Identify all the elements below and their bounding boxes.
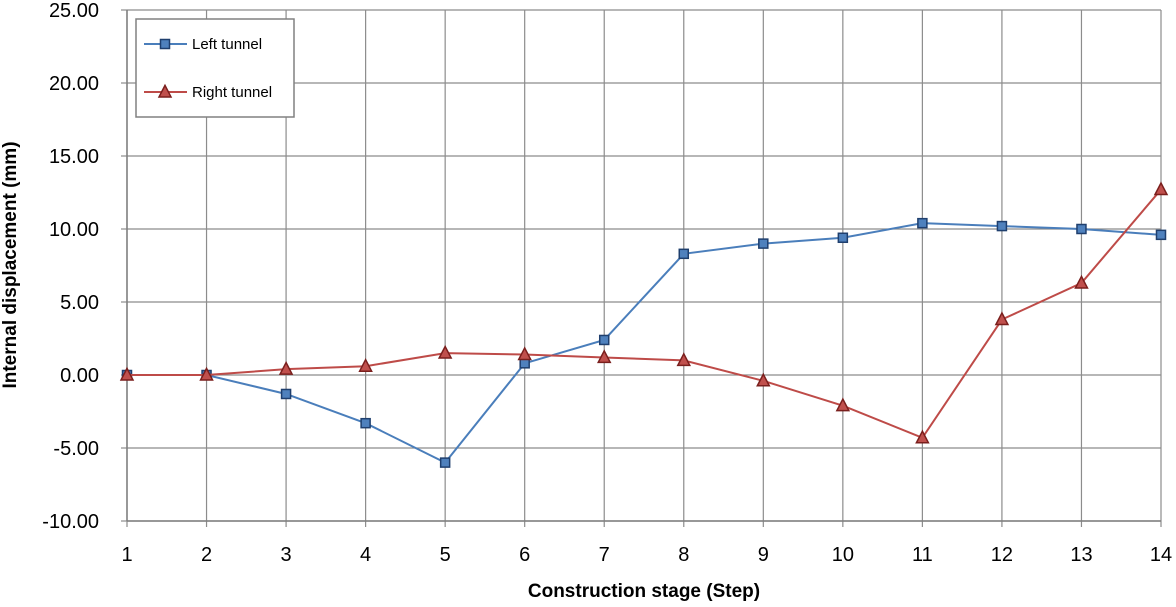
right-tunnel-point [1153,181,1169,196]
right-tunnel-point [199,366,214,381]
right-tunnel-point [835,397,851,412]
x-tick-label: 3 [281,544,292,566]
x-tick-label: 12 [991,544,1013,566]
legend-right-tunnel-marker [157,83,173,98]
x-tick-label: 8 [678,544,689,566]
y-tick-label: 0.00 [60,365,99,387]
right-tunnel-point [1074,274,1089,289]
x-tick-label: 10 [832,544,854,566]
x-tick-label: 9 [758,544,769,566]
legend-box [135,18,295,118]
y-tick-label: 25.00 [49,0,99,22]
x-tick-label: 11 [912,544,933,566]
x-axis-title: Construction stage (Step) [528,581,760,602]
legend-entries: Left tunnel Right tunnel [144,36,272,101]
left-tunnel-point [439,457,451,468]
left-tunnel-point [678,248,690,260]
y-axis-title: Internal displacement (mm) [0,141,21,388]
legend-left-tunnel-label: Left tunnel [192,36,262,53]
right-tunnel-line [127,188,1162,440]
y-tick-label: 10.00 [49,219,99,241]
legend-right-tunnel-label: Right tunnel [192,84,272,101]
x-tick-label: 14 [1150,544,1172,566]
x-tick-label: 7 [599,544,610,566]
x-tick-label: 6 [519,544,530,566]
left-tunnel-point [360,417,371,429]
right-tunnel-point [915,429,930,444]
legend-left-tunnel-marker [159,38,171,50]
right-tunnel-point [756,372,771,387]
y-tick-label: 5.00 [60,292,99,314]
right-tunnel-point [596,349,612,364]
x-tick-label: 13 [1070,544,1092,566]
left-tunnel-point [1076,223,1087,235]
x-tick-label: 2 [201,544,212,566]
tick-labels: -10.00 -5.00 0.00 5.00 10.00 15.00 20.00 25.00 1… [42,0,1172,566]
x-tick-label: 5 [440,544,451,566]
x-tick-label: 4 [360,544,371,566]
left-tunnel-point [996,220,1008,232]
right-tunnel-point [676,352,692,367]
x-tick-label: 1 [121,544,132,566]
series-lines [119,181,1169,468]
y-tick-label: 15.00 [49,146,99,168]
left-tunnel-point [758,238,769,249]
right-tunnel-point [994,311,1010,326]
y-tick-label: -5.00 [53,438,99,460]
left-tunnel-point [1155,229,1167,241]
left-tunnel-line [127,222,1162,464]
right-tunnel-point [119,366,135,381]
right-tunnel-point [278,360,294,375]
left-tunnel-point [598,334,610,346]
legend: Left tunnel Right tunnel [135,18,295,118]
left-tunnel-point [837,232,849,244]
left-tunnel-point [280,388,292,400]
right-tunnel-point [437,344,453,359]
right-tunnel-point [358,358,373,372]
y-tick-label: 20.00 [49,73,99,95]
left-tunnel-point [917,217,928,229]
y-tick-label: -10.00 [42,511,99,533]
right-tunnel-point [517,346,532,361]
